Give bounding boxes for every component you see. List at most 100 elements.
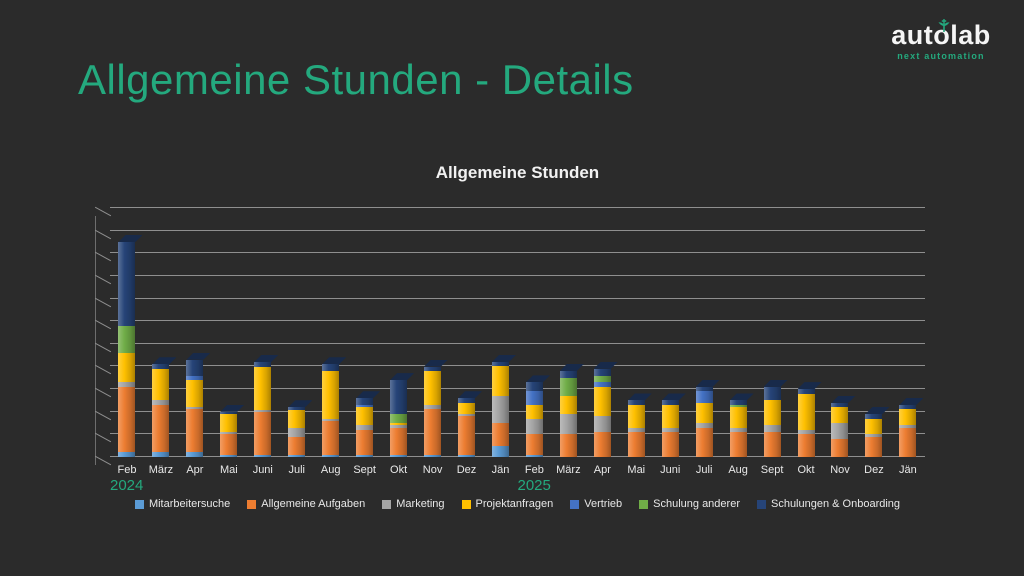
bar-segment bbox=[831, 438, 849, 457]
x-axis-label: Juni bbox=[252, 464, 273, 476]
bar-slot bbox=[246, 208, 280, 457]
bar-nov-21 bbox=[831, 395, 856, 457]
x-axis-label: März bbox=[148, 464, 174, 476]
bar-segment bbox=[695, 391, 713, 403]
x-axis-label: Sept bbox=[760, 464, 784, 476]
x-axis-label: Dez bbox=[456, 464, 477, 476]
bar-slot bbox=[212, 208, 246, 457]
x-axis-label: Okt bbox=[390, 464, 408, 476]
gridline bbox=[110, 388, 925, 390]
bar-slot bbox=[483, 208, 517, 457]
bar-top-face bbox=[899, 397, 924, 405]
bar-segment bbox=[356, 429, 374, 455]
year-label-2025: 2025 bbox=[517, 477, 551, 494]
bar-sept-19 bbox=[763, 379, 788, 457]
bar-segment bbox=[390, 425, 408, 428]
bar-segment bbox=[491, 445, 509, 457]
bar-segment bbox=[186, 409, 204, 453]
bar-segment bbox=[729, 407, 747, 428]
chart-left-wall bbox=[95, 216, 96, 465]
bar-segment bbox=[729, 427, 747, 433]
bar-slot bbox=[551, 208, 585, 457]
bar-segment bbox=[593, 382, 611, 387]
bar-slot bbox=[891, 208, 925, 457]
bar-segment bbox=[356, 407, 374, 426]
bar-segment bbox=[186, 380, 204, 408]
bar-segment bbox=[491, 423, 509, 446]
bar-segment bbox=[118, 452, 136, 457]
bar-segment bbox=[661, 432, 679, 457]
gridline bbox=[110, 320, 925, 322]
bar-segment bbox=[152, 364, 170, 369]
gridline bbox=[110, 229, 925, 231]
bar-top-face bbox=[865, 407, 890, 415]
legend-swatch bbox=[756, 499, 766, 509]
legend-swatch bbox=[570, 499, 580, 509]
bar-mai-15 bbox=[627, 393, 652, 457]
bar-top-face bbox=[254, 354, 279, 362]
bar-segment bbox=[797, 434, 815, 457]
legend-label: Marketing bbox=[396, 498, 445, 510]
bar-top-face bbox=[491, 354, 516, 362]
bar-segment bbox=[152, 452, 170, 457]
bar-segment bbox=[424, 409, 442, 455]
bar-segment bbox=[220, 432, 238, 435]
bar-segment bbox=[559, 371, 577, 378]
bar-segment bbox=[763, 386, 781, 401]
bar-segment bbox=[152, 404, 170, 453]
bar-top-face bbox=[729, 393, 754, 401]
bar-segment bbox=[458, 454, 475, 457]
legend-swatch bbox=[134, 499, 144, 509]
bar-slot bbox=[619, 208, 653, 457]
bar-segment bbox=[865, 434, 883, 437]
bar-sept-7 bbox=[356, 391, 381, 457]
bar-segment bbox=[220, 454, 238, 457]
bar-top-face bbox=[661, 393, 686, 401]
bar-segment bbox=[899, 409, 917, 426]
bar-juni-4 bbox=[254, 354, 279, 457]
bar-slot bbox=[653, 208, 687, 457]
bar-segment bbox=[118, 325, 136, 353]
bar-segment bbox=[593, 375, 611, 383]
bar-segment bbox=[695, 427, 713, 457]
bar-segment bbox=[865, 414, 883, 419]
x-axis-label: Jän bbox=[491, 464, 510, 476]
bar-jän-11 bbox=[491, 354, 516, 457]
x-axis-label: Jän bbox=[899, 464, 917, 476]
logo-tagline: next automation bbox=[897, 51, 985, 61]
bar-nov-9 bbox=[424, 359, 449, 457]
bar-segment bbox=[729, 404, 747, 408]
chart: Allgemeine Stunden Feb März Apr Mai Juni Juli… bbox=[95, 162, 925, 510]
gridline bbox=[110, 297, 925, 299]
bar-segment bbox=[695, 386, 713, 392]
legend-swatch bbox=[382, 499, 392, 509]
legend-item: Schulung anderer bbox=[639, 498, 740, 510]
bar-märz-13 bbox=[559, 364, 584, 457]
bar-segment bbox=[424, 404, 442, 410]
bar-segment bbox=[899, 425, 917, 428]
bar-juni-16 bbox=[661, 393, 686, 457]
bar-segment bbox=[152, 400, 170, 405]
bar-aug-18 bbox=[729, 393, 754, 457]
x-axis-label: März bbox=[556, 464, 581, 476]
bar-segment bbox=[593, 368, 611, 376]
bar-segment bbox=[322, 418, 340, 421]
bar-segment bbox=[525, 391, 543, 405]
bar-segment bbox=[390, 380, 408, 415]
bar-segment bbox=[458, 414, 475, 417]
bar-aug-6 bbox=[322, 357, 347, 457]
bar-segment bbox=[322, 420, 340, 455]
bar-segment bbox=[559, 377, 577, 396]
bar-top-face bbox=[152, 357, 177, 365]
legend-label: Mitarbeitersuche bbox=[148, 498, 231, 510]
gridline bbox=[110, 274, 925, 276]
bar-segment bbox=[390, 454, 408, 457]
bar-top-face bbox=[458, 391, 482, 399]
bar-segment bbox=[763, 425, 781, 433]
chart-title: Allgemeine Stunden bbox=[435, 163, 600, 182]
bar-segment bbox=[559, 395, 577, 415]
bar-segment bbox=[661, 400, 679, 405]
bar-segment bbox=[424, 454, 442, 457]
x-axis-label: Apr bbox=[593, 464, 611, 476]
bar-dez-10 bbox=[458, 391, 482, 457]
